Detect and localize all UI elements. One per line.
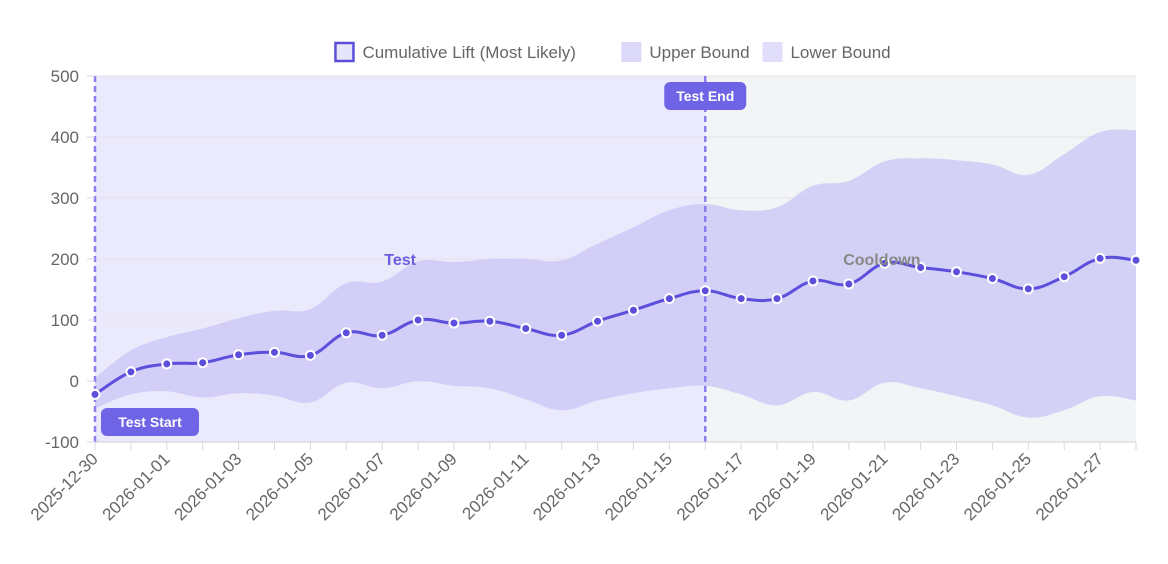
y-tick-label: 0 xyxy=(70,372,79,391)
data-point[interactable] xyxy=(233,349,245,361)
x-tick-label: 2026-01-07 xyxy=(314,449,389,524)
data-point[interactable] xyxy=(986,273,998,285)
y-tick-label: 300 xyxy=(51,189,79,208)
data-point[interactable] xyxy=(915,262,927,274)
data-point[interactable] xyxy=(1022,283,1034,295)
x-tick-label: 2026-01-15 xyxy=(601,449,676,524)
data-point[interactable] xyxy=(1130,254,1142,266)
data-point[interactable] xyxy=(125,366,137,378)
data-point[interactable] xyxy=(520,323,532,335)
y-tick-label: -100 xyxy=(45,433,79,452)
legend: Cumulative Lift (Most Likely) Upper Bound… xyxy=(334,41,891,63)
data-point[interactable] xyxy=(304,349,316,361)
data-point[interactable] xyxy=(412,314,424,326)
series-layer xyxy=(89,252,1142,400)
y-tick-label: 100 xyxy=(51,311,79,330)
annotation-pill-test-start: Test Start xyxy=(101,408,199,436)
x-tick-label: 2026-01-25 xyxy=(960,449,1035,524)
x-tick-label: 2026-01-27 xyxy=(1032,449,1107,524)
x-tick-label: 2026-01-19 xyxy=(745,449,820,524)
x-tick-label: 2026-01-01 xyxy=(99,449,174,524)
annotation-pill-test-end: Test End xyxy=(664,82,747,110)
x-tick-label: 2026-01-17 xyxy=(673,449,748,524)
data-point[interactable] xyxy=(340,327,352,339)
x-tick-label: 2026-01-23 xyxy=(888,449,963,524)
legend-swatch xyxy=(762,42,783,62)
data-point[interactable] xyxy=(161,358,173,370)
data-point[interactable] xyxy=(1058,271,1070,283)
y-tick-label: 400 xyxy=(51,128,79,147)
x-tick-label: 2026-01-09 xyxy=(386,449,461,524)
confidence-band-layer xyxy=(95,129,1136,418)
pill-label: Test Start xyxy=(118,414,182,430)
pill-background xyxy=(101,408,199,436)
data-point[interactable] xyxy=(627,304,639,316)
y-tick-label: 500 xyxy=(51,67,79,86)
data-point[interactable] xyxy=(484,315,496,327)
legend-label: Cumulative Lift (Most Likely) xyxy=(362,43,576,62)
region-label-cooldown: Cooldown xyxy=(843,252,920,269)
data-point[interactable] xyxy=(663,293,675,305)
data-point[interactable] xyxy=(735,293,747,305)
data-point[interactable] xyxy=(592,315,604,327)
x-tick-label: 2026-01-21 xyxy=(817,449,892,524)
pill-label: Test End xyxy=(676,88,734,104)
data-point[interactable] xyxy=(197,357,209,369)
data-point[interactable] xyxy=(1094,252,1106,264)
x-tick-label: 2025-12-30 xyxy=(27,449,102,524)
legend-item-cumulative-lift-most-likely[interactable]: Cumulative Lift (Most Likely) xyxy=(334,41,576,63)
data-point[interactable] xyxy=(699,285,711,297)
data-point[interactable] xyxy=(843,278,855,290)
x-tick-label: 2026-01-13 xyxy=(529,449,604,524)
data-point[interactable] xyxy=(879,257,891,269)
legend-swatch xyxy=(621,42,642,62)
data-point[interactable] xyxy=(807,275,819,287)
data-point[interactable] xyxy=(376,329,388,341)
data-point[interactable] xyxy=(89,388,101,400)
data-point[interactable] xyxy=(771,293,783,305)
region-label-test: Test xyxy=(384,252,416,269)
data-point[interactable] xyxy=(448,317,460,329)
x-tick-label: 2026-01-11 xyxy=(459,449,533,523)
legend-label: Lower Bound xyxy=(790,43,890,62)
legend-item-upper-bound[interactable]: Upper Bound xyxy=(621,42,750,62)
x-tick-label: 2026-01-03 xyxy=(170,449,245,524)
x-tick-label: 2026-01-05 xyxy=(242,449,317,524)
legend-swatch xyxy=(334,41,355,63)
y-tick-label: 200 xyxy=(51,250,79,269)
pill-background xyxy=(664,82,747,110)
legend-item-lower-bound[interactable]: Lower Bound xyxy=(762,42,891,62)
data-point[interactable] xyxy=(268,346,280,358)
confidence-band xyxy=(95,129,1136,418)
annotation-labels-layer: Test Cooldown Test Start Test End xyxy=(101,82,921,436)
data-point[interactable] xyxy=(951,266,963,278)
legend-label: Upper Bound xyxy=(649,43,749,62)
data-point[interactable] xyxy=(556,329,568,341)
